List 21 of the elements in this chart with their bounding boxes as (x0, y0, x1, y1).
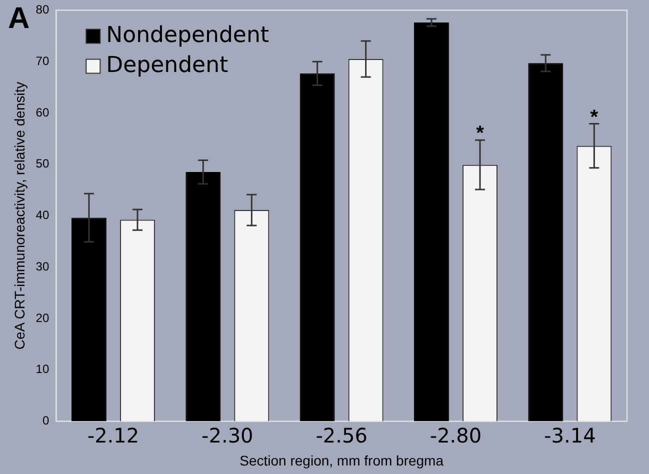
y-tick-label: 0 (42, 414, 50, 428)
y-tick-label: 50 (36, 156, 50, 171)
y-tick-label: 70 (36, 54, 50, 68)
x-tick-label: -2.30 (202, 423, 254, 448)
legend-label: Nondependent (106, 22, 270, 48)
x-tick-label: -2.56 (316, 423, 368, 448)
y-tick-label: 20 (36, 310, 50, 325)
text: A (8, 2, 30, 36)
x-tick-label: -2.80 (430, 423, 482, 448)
y-axis-title: CeA CRT-immunoreactivity, relative density (11, 82, 28, 350)
x-axis-title: Section region, mm from bregma (240, 452, 444, 468)
x-tick-label: -2.12 (87, 423, 140, 448)
annotation: * (590, 106, 598, 128)
y-tick-label: 80 (36, 2, 50, 17)
y-tick-label: 40 (36, 208, 50, 222)
y-tick-label: 10 (36, 362, 50, 376)
annotation: * (476, 122, 484, 145)
legend-label: Dependent (106, 52, 229, 78)
y-tick-label: 60 (36, 105, 50, 120)
x-tick-label: -3.14 (544, 423, 596, 448)
y-tick-label: 30 (36, 259, 50, 274)
